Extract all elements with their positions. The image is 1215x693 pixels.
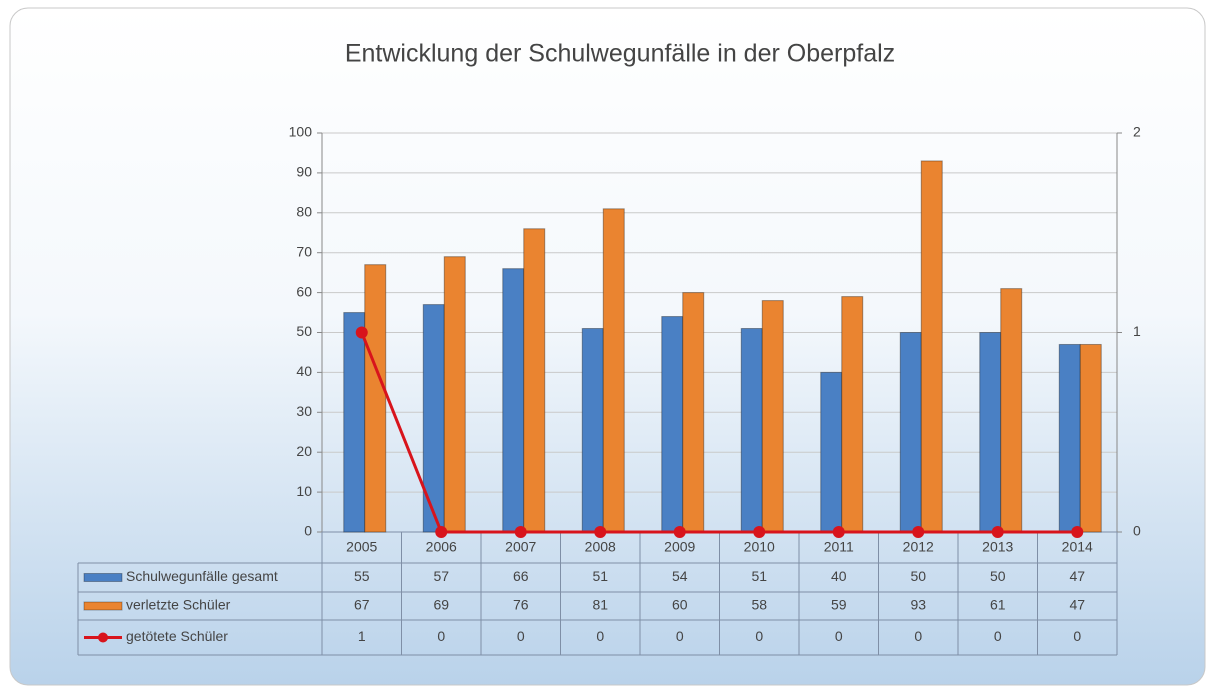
table-cell: 76 [513,597,529,613]
line-marker [832,526,845,538]
table-cell: 57 [433,568,449,584]
bar [502,268,525,533]
bar [523,228,546,533]
bar [1079,343,1102,533]
line-marker [991,526,1004,538]
table-cell: 0 [437,628,445,644]
table-cell: 47 [1069,597,1085,613]
table-cell: 0 [596,628,604,644]
table-cell: 0 [914,628,922,644]
y-tick-label: 100 [289,124,313,140]
bar [1058,343,1081,533]
y-tick-label: 50 [296,323,312,339]
table-cell: 0 [676,628,684,644]
line-marker [912,526,925,538]
bar [602,208,625,533]
y-tick-label: 40 [296,363,312,379]
bar [443,256,466,533]
x-tick-label: 2013 [982,539,1013,555]
line [360,331,1078,534]
legend-label: Schulwegunfälle gesamt [126,568,278,584]
table-cell: 50 [910,568,926,584]
x-tick-label: 2010 [744,539,775,555]
y-tick-label: 60 [296,283,312,299]
legend-label: getötete Schüler [126,628,228,644]
y-tick-label: 90 [296,164,312,180]
bar [581,328,604,533]
x-tick-label: 2014 [1062,539,1093,555]
chart-title: Entwicklung der Schulwegunfälle in der O… [345,40,895,68]
table-cell: 50 [990,568,1006,584]
y-tick-label: 30 [296,403,312,419]
bar [820,371,843,533]
y-tick-label: 20 [296,443,312,459]
table-cell: 81 [592,597,608,613]
table-cell: 54 [672,568,688,584]
bar [979,332,1002,533]
legend-label: verletzte Schüler [126,597,231,613]
table-cell: 93 [910,597,926,613]
table-cell: 1 [358,628,366,644]
bar [661,316,684,533]
table-cell: 0 [755,628,763,644]
table-cell: 67 [354,597,370,613]
line-marker [1071,526,1084,538]
line-marker [594,526,607,538]
bar [364,264,387,533]
line-marker [673,526,686,538]
x-tick-label: 2012 [903,539,934,555]
y2-tick-label: 2 [1133,124,1141,140]
legend-swatch [83,601,123,611]
table-cell: 66 [513,568,529,584]
table-cell: 61 [990,597,1006,613]
line-marker [435,526,448,538]
bar [682,292,705,533]
table-cell: 59 [831,597,847,613]
table-cell: 0 [994,628,1002,644]
bar [920,160,943,533]
legend-swatch [98,632,108,643]
table-cell: 69 [433,597,449,613]
table-cell: 0 [1073,628,1081,644]
x-tick-label: 2008 [585,539,616,555]
x-tick-label: 2005 [346,539,377,555]
bar [841,296,864,533]
y2-tick-label: 1 [1133,323,1141,339]
x-tick-label: 2009 [664,539,695,555]
y2-tick-label: 0 [1133,523,1141,539]
table-cell: 51 [751,568,767,584]
table-cell: 40 [831,568,847,584]
table-cell: 51 [592,568,608,584]
bar [343,312,366,533]
line-marker [514,526,527,538]
table-cell: 55 [354,568,370,584]
y-tick-label: 80 [296,204,312,220]
table-cell: 0 [835,628,843,644]
x-tick-label: 2007 [505,539,536,555]
x-tick-label: 2006 [426,539,457,555]
y-tick-label: 0 [304,523,312,539]
bar [1000,288,1023,533]
table-cell: 0 [517,628,525,644]
x-tick-label: 2011 [824,539,854,555]
line-marker [753,526,766,538]
y-tick-label: 10 [296,483,312,499]
y-tick-label: 70 [296,243,312,259]
table-cell: 60 [672,597,688,613]
table-cell: 47 [1069,568,1085,584]
bar [899,332,922,533]
line-marker [355,326,368,339]
bar [761,300,784,533]
legend-swatch [83,573,123,582]
bar [740,328,763,533]
table-cell: 58 [751,597,767,613]
